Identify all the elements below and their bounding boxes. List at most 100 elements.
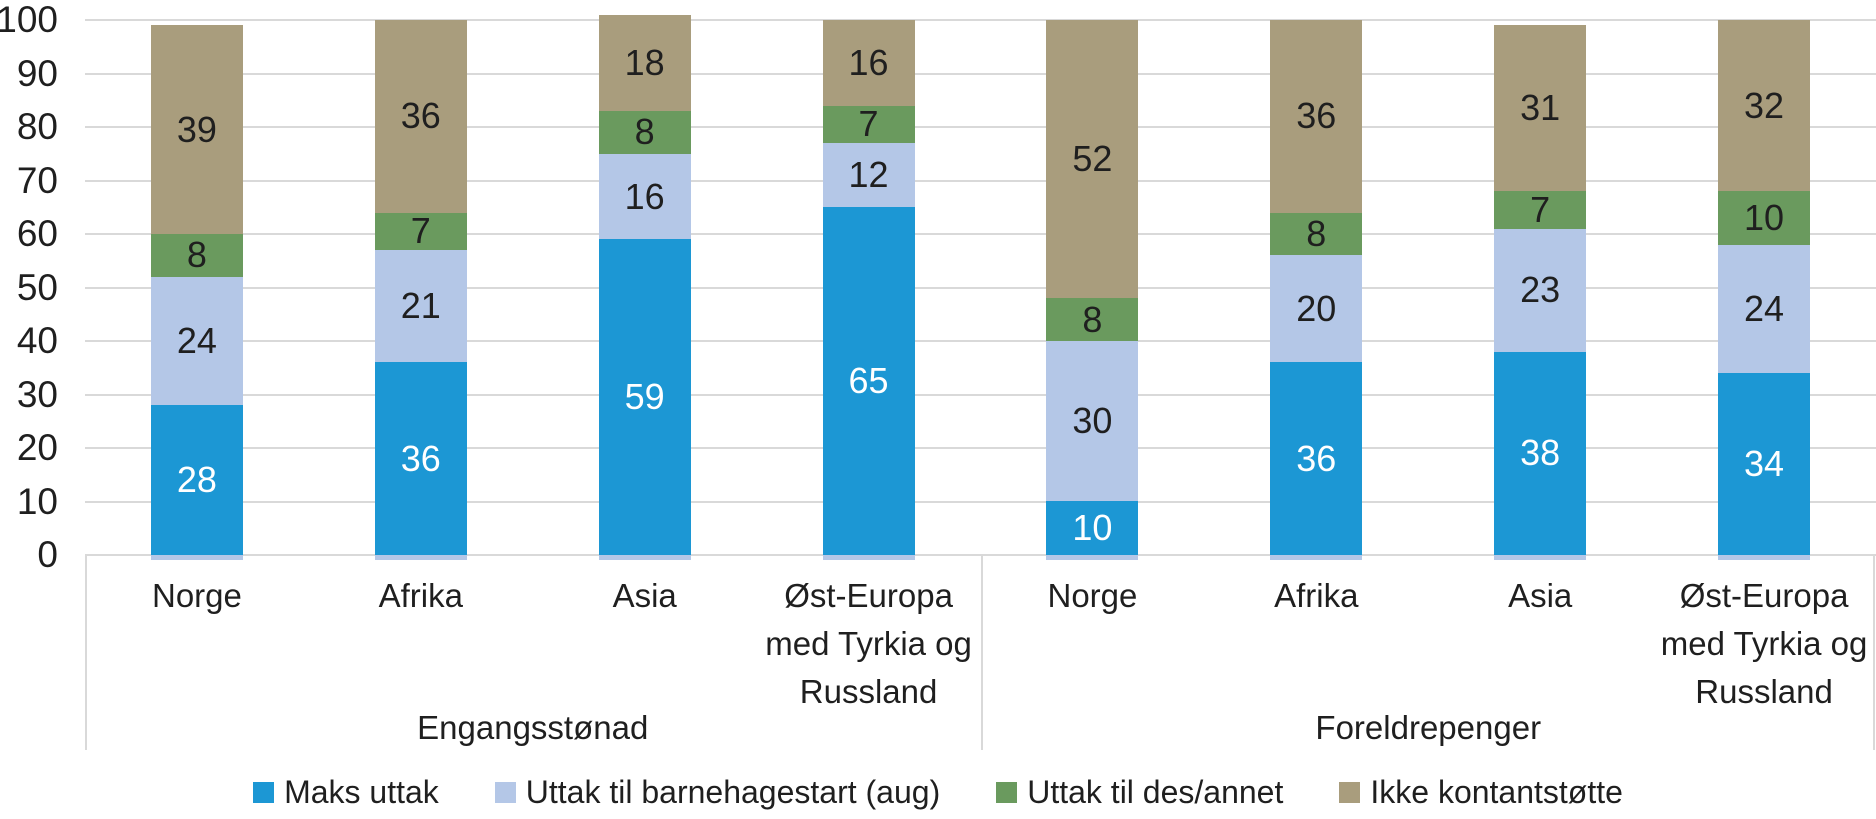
category-separator-line-0 — [85, 555, 87, 750]
group-label-engangsstønad: Engangsstønad — [417, 709, 649, 746]
bar-segment-ikke-kontantst-tte: 18 — [598, 14, 691, 111]
bar-segment-uttak-til-des-annet: 7 — [822, 103, 915, 145]
gridline-40 — [85, 340, 1876, 342]
bar-value-label: 28 — [176, 459, 217, 501]
bar-value-label: 10 — [1072, 507, 1113, 549]
bar-value-label: 39 — [176, 108, 217, 150]
legend-item-uttak-til-barnehagestart-aug-: Uttak til barnehagestart (aug) — [494, 773, 941, 811]
bar-value-label: 24 — [176, 319, 217, 361]
gridline-80 — [85, 126, 1876, 128]
legend: Maks uttak Uttak til barnehagestart (aug)… — [0, 770, 1876, 814]
x-category-label: Afrika — [1204, 572, 1428, 620]
category-separator-line-1 — [980, 555, 983, 750]
y-axis-tick-label: 50 — [16, 266, 58, 308]
bar-segment-ikke-kontantst-tte: 36 — [1270, 20, 1363, 213]
bar-segment-uttak-til-barnehagestart-aug-: 16 — [598, 153, 691, 240]
legend-item-uttak-til-des-annet: Uttak til des/annet — [996, 774, 1283, 811]
bar-value-label: 36 — [1296, 95, 1337, 137]
y-axis-tick-label: 60 — [16, 213, 58, 254]
bar-foreldrepenger-norge: 52 8 30 10 — [1046, 20, 1139, 560]
bar-engangsstonad-øst-europa: 16 7 12 65 — [822, 20, 915, 560]
bar-segment-uttak-til-des-annet: 8 — [1046, 298, 1139, 341]
bar-segment-uttak-til-barnehagestart-aug-: 23 — [1494, 228, 1587, 352]
bar-segment-maks-uttak: 36 — [374, 362, 467, 555]
bar-segment-uttak-til-barnehagestart-aug-: 30 — [1046, 340, 1139, 502]
x-category-label-line: Asia — [1508, 577, 1573, 614]
x-category-label: Afrika — [309, 572, 533, 620]
bar-value-label: 24 — [1744, 287, 1785, 329]
gridline-70 — [85, 179, 1876, 182]
bar-base-sliver — [1494, 554, 1587, 560]
y-axis-tick-label: 10 — [16, 480, 58, 522]
bar-segment-maks-uttak: 10 — [1046, 501, 1139, 555]
bar-base-sliver — [1270, 554, 1363, 560]
legend-label: Ikke kontantstøtte — [1370, 773, 1623, 810]
x-category-label: Øst-Europa med Tyrkia og Russland — [757, 572, 981, 716]
x-category-label: Øst-Europa med Tyrkia og Russland — [1652, 572, 1876, 716]
bar-engangsstonad-afrika: 36 7 21 36 — [374, 20, 467, 560]
gridline-20 — [85, 447, 1876, 449]
gridline-60 — [85, 233, 1876, 235]
bar-segment-maks-uttak: 38 — [1494, 351, 1587, 555]
x-category-label: Asia — [533, 572, 757, 620]
bar-segment-ikke-kontantst-tte: 39 — [150, 25, 243, 234]
x-category-label-line: Afrika — [1274, 577, 1359, 614]
x-category-label-line: med Tyrkia og — [765, 625, 972, 662]
bar-segment-maks-uttak: 36 — [1270, 362, 1363, 555]
bar-foreldrepenger-øst-europa: 32 10 24 34 — [1718, 20, 1811, 560]
bar-segment-maks-uttak: 59 — [598, 239, 691, 555]
y-axis-tick-label: 70 — [16, 159, 58, 201]
bar-value-label: 7 — [858, 103, 879, 145]
bar-value-label: 20 — [1296, 287, 1337, 329]
bar-base-sliver — [598, 554, 691, 560]
bar-value-label: 7 — [410, 210, 431, 252]
x-category-label-line: Øst-Europa — [784, 577, 953, 614]
bar-segment-uttak-til-des-annet: 8 — [150, 233, 243, 277]
bar-value-label: 7 — [1530, 188, 1551, 230]
y-axis-tick-label: 80 — [16, 106, 58, 147]
x-category-label: Norge — [981, 572, 1205, 620]
gridline-90 — [85, 72, 1876, 75]
y-axis-tick-label: 0 — [37, 534, 58, 575]
y-axis-tick-label: 20 — [16, 427, 58, 468]
bar-value-label: 8 — [186, 234, 207, 276]
bar-engangsstonad-asia: 18 8 16 59 — [598, 14, 691, 560]
legend-item-ikke-kontantst-tte: Ikke kontantstøtte — [1339, 774, 1623, 811]
bar-value-label: 36 — [400, 437, 441, 479]
legend-label: Uttak til barnehagestart (aug) — [525, 773, 941, 810]
bar-segment-ikke-kontantst-tte: 16 — [822, 20, 915, 106]
x-category-label: Asia — [1428, 572, 1652, 620]
gridline-50 — [85, 286, 1876, 289]
bar-segment-uttak-til-barnehagestart-aug-: 24 — [1718, 244, 1811, 374]
x-category-label-line: Norge — [1047, 577, 1138, 614]
bar-value-label: 18 — [624, 41, 665, 83]
bar-value-label: 16 — [624, 175, 665, 217]
bar-value-label: 8 — [634, 111, 655, 153]
bar-segment-ikke-kontantst-tte: 32 — [1718, 20, 1811, 192]
legend-label: Maks uttak — [284, 773, 439, 810]
bar-base-sliver — [150, 554, 243, 560]
bar-base-sliver — [374, 554, 467, 560]
x-category-label-line: Asia — [612, 577, 677, 614]
bar-value-label: 8 — [1082, 298, 1103, 340]
x-category-label-line: Afrika — [378, 577, 463, 614]
legend-swatch-icon — [494, 781, 516, 803]
bar-value-label: 59 — [624, 376, 665, 418]
bar-segment-maks-uttak: 65 — [822, 207, 915, 555]
y-axis-tick-label: 40 — [16, 320, 58, 361]
legend-label: Uttak til des/annet — [1027, 773, 1284, 810]
bar-segment-uttak-til-des-annet: 8 — [1270, 212, 1363, 256]
bar-value-label: 21 — [400, 285, 441, 327]
bar-segment-uttak-til-des-annet: 7 — [374, 210, 467, 252]
bar-segment-uttak-til-des-annet: 7 — [1494, 188, 1587, 230]
bar-segment-ikke-kontantst-tte: 31 — [1494, 25, 1587, 192]
group-label-foreldrepenger: Foreldrepenger — [1315, 709, 1542, 746]
bar-segment-uttak-til-des-annet: 8 — [598, 110, 691, 154]
bar-value-label: 34 — [1744, 443, 1785, 485]
x-category-label-line: med Tyrkia og — [1660, 625, 1868, 662]
legend-swatch-icon — [1339, 781, 1361, 803]
bar-value-label: 65 — [848, 360, 889, 402]
bar-segment-uttak-til-barnehagestart-aug-: 20 — [1270, 255, 1363, 363]
bar-value-label: 36 — [400, 95, 441, 137]
